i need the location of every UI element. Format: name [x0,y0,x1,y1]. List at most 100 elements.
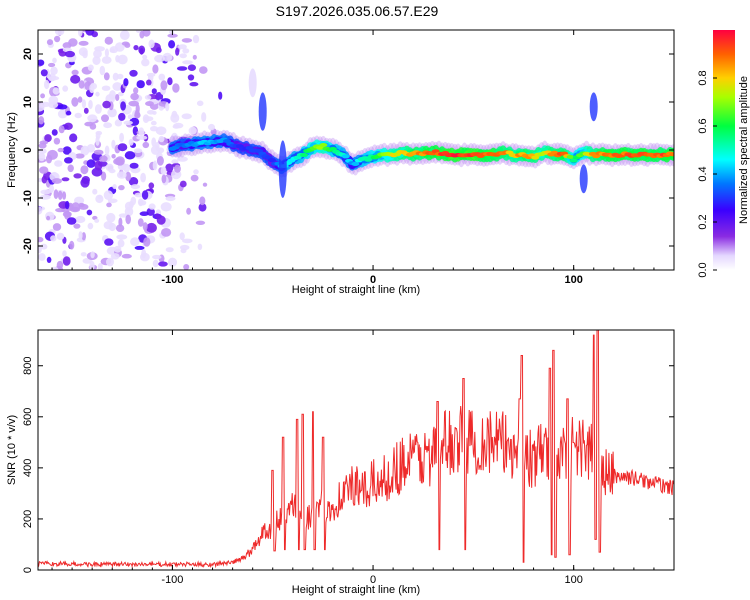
noise-speckle [130,184,141,190]
noise-speckle [169,30,175,35]
noise-speckle [186,207,192,215]
noise-speckle [146,110,155,115]
noise-speckle [182,238,193,244]
snr-x-ticks: -100 0 100 [51,330,675,586]
noise-speckle [179,53,187,59]
noise-speckle [116,171,127,179]
noise-speckle [44,134,52,143]
noise-speckle [112,184,117,190]
snr-series-line [38,330,674,569]
noise-speckle [171,110,178,118]
noise-speckle [74,153,85,159]
noise-speckle [46,256,52,263]
noise-speckle [152,254,162,260]
noise-speckle [99,65,106,76]
noise-speckle [95,91,100,97]
noise-speckle [118,217,123,227]
noise-speckle [62,250,67,257]
noise-speckle [62,256,71,266]
noise-speckle [114,119,123,127]
noise-speckle [142,222,148,231]
noise-speckle [45,154,53,164]
noise-speckle [83,107,89,114]
noise-speckle [73,223,81,229]
noise-speckle [81,232,87,241]
colorbar-tick-label: 0.8 [697,70,709,85]
noise-speckle [150,126,159,132]
noise-speckle [86,144,95,153]
noise-speckle [82,50,88,59]
noise-speckle [146,79,152,86]
y-tick-label: 20 [22,48,34,60]
noise-speckle [117,239,125,248]
noise-speckle [109,48,115,53]
noise-speckle [151,137,157,147]
noise-speckle [44,79,50,90]
noise-speckle [138,45,146,55]
noise-speckle [101,85,111,91]
y-tick-label: -10 [22,190,34,206]
noise-speckle [119,132,124,143]
noise-speckle [64,157,73,164]
noise-speckle [117,54,128,65]
noise-speckle [115,94,120,101]
noise-speckle [148,39,155,49]
noise-speckle [117,91,124,97]
noise-speckle [39,194,51,200]
noise-speckle [130,237,140,247]
noise-speckle [104,36,114,45]
noise-speckle [78,40,89,46]
colorbar-tick-label: 0.6 [697,118,709,133]
noise-speckle [128,138,134,146]
noise-speckle [137,218,144,227]
noise-speckle [124,201,134,211]
noise-speckle [103,190,114,201]
noise-speckle [101,171,107,181]
noise-speckle [71,202,80,212]
noise-speckle [193,169,199,175]
colorbar-gradient [713,30,735,270]
noise-speckle [81,99,86,109]
noise-speckle [80,165,89,175]
noise-speckle [112,82,123,91]
noise-speckle [175,47,180,56]
noise-speckle [195,220,206,225]
noise-speckle [158,261,168,267]
noise-speckle [127,114,133,120]
noise-speckle [53,137,61,145]
noise-speckle [138,127,145,136]
noise-speckle [187,74,195,81]
noise-speckle [152,259,159,268]
noise-speckle [57,190,63,200]
noise-speckle [218,91,223,100]
noise-speckle [89,260,95,270]
noise-speckle [65,200,70,210]
noise-speckle [150,145,161,155]
colorbar-label: Normalized spectral amplitude [738,76,750,224]
noise-speckle [180,248,187,254]
noise-speckle [118,185,125,191]
noise-speckle [39,166,49,174]
noise-speckle [75,215,86,224]
noise-speckle [103,72,110,81]
noise-speckle [151,88,157,95]
noise-speckle [144,95,152,100]
noise-speckle [197,243,203,250]
noise-speckle [58,125,65,134]
noise-speckle [142,141,150,149]
noise-speckle [52,223,62,231]
noise-speckle [178,44,187,50]
noise-speckle [208,123,215,131]
spectrogram-x-ticks: -100 0 100 [51,30,675,286]
noise-speckle [160,202,172,212]
noise-speckle [56,232,65,240]
noise-speckle [78,30,83,37]
x-tick-label: -100 [161,574,183,586]
noise-speckle [94,104,102,114]
noise-speckle [95,136,100,146]
ridge-cell [351,162,360,166]
ridge-cell [267,158,276,163]
noise-speckle [54,30,65,36]
noise-speckle [114,245,122,253]
